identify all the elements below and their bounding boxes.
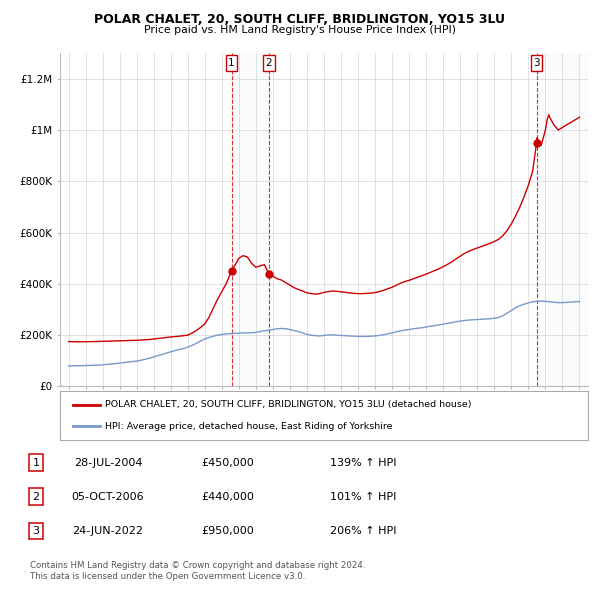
Text: 28-JUL-2004: 28-JUL-2004 [74,458,142,467]
Text: 1: 1 [228,58,235,68]
Text: 3: 3 [533,58,540,68]
Text: Price paid vs. HM Land Registry's House Price Index (HPI): Price paid vs. HM Land Registry's House … [144,25,456,35]
Bar [232,53,269,386]
Text: HPI: Average price, detached house, East Riding of Yorkshire: HPI: Average price, detached house, East… [105,421,392,431]
Text: 2: 2 [32,492,40,502]
Text: £440,000: £440,000 [202,492,254,502]
Text: 05-OCT-2006: 05-OCT-2006 [71,492,145,502]
Text: £450,000: £450,000 [202,458,254,467]
Text: 139% ↑ HPI: 139% ↑ HPI [330,458,397,467]
Text: 24-JUN-2022: 24-JUN-2022 [73,526,143,536]
Text: £950,000: £950,000 [202,526,254,536]
Text: 206% ↑ HPI: 206% ↑ HPI [330,526,397,536]
Text: 3: 3 [32,526,40,536]
Text: POLAR CHALET, 20, SOUTH CLIFF, BRIDLINGTON, YO15 3LU (detached house): POLAR CHALET, 20, SOUTH CLIFF, BRIDLINGT… [105,400,472,409]
Text: POLAR CHALET, 20, SOUTH CLIFF, BRIDLINGTON, YO15 3LU: POLAR CHALET, 20, SOUTH CLIFF, BRIDLINGT… [95,13,505,26]
Text: 1: 1 [32,458,40,467]
Bar [536,53,588,386]
Text: 2: 2 [266,58,272,68]
Text: Contains HM Land Registry data © Crown copyright and database right 2024.: Contains HM Land Registry data © Crown c… [30,560,365,569]
Text: 101% ↑ HPI: 101% ↑ HPI [330,492,397,502]
Text: This data is licensed under the Open Government Licence v3.0.: This data is licensed under the Open Gov… [30,572,305,581]
